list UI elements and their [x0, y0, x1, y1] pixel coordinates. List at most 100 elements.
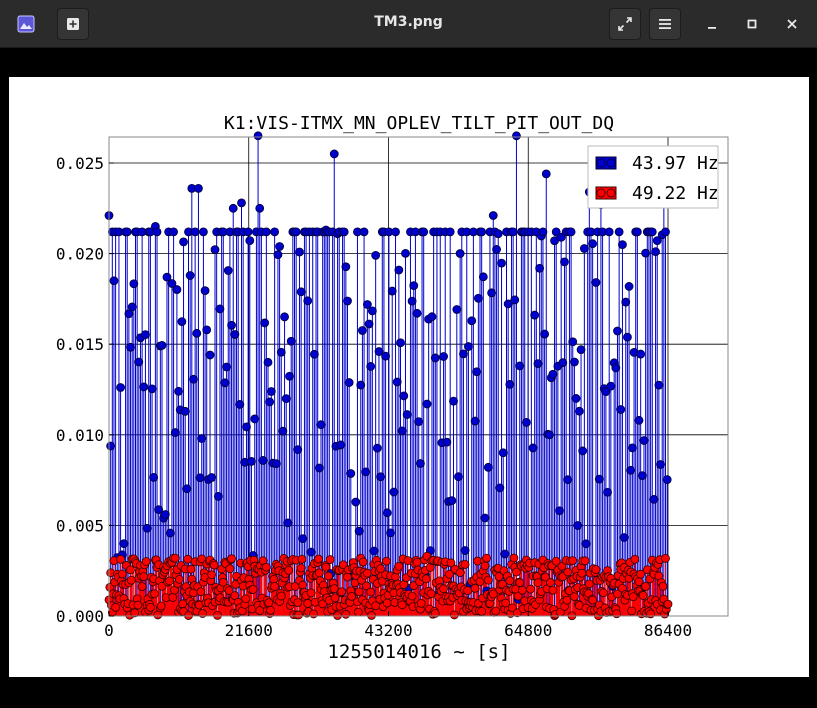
series-43-97-hz-point	[581, 539, 591, 549]
window-titlebar: TM3.png	[0, 0, 817, 48]
series-43-97-hz-point	[651, 247, 660, 257]
series-43-97-hz-point	[483, 462, 493, 472]
series-43-97-hz-point	[255, 203, 265, 213]
series-43-97-hz-point	[228, 203, 238, 213]
new-tab-icon	[67, 18, 79, 30]
series-49-22-markers	[104, 551, 673, 621]
series-43-97-hz-point	[613, 326, 622, 336]
series-49-22-hz-point	[588, 595, 598, 605]
series-43-97-hz-point	[541, 169, 551, 179]
series-43-97-hz-point	[165, 528, 175, 538]
series-49-22-hz-point	[225, 564, 235, 574]
legend-marker	[606, 188, 616, 198]
series-49-22-hz-point	[444, 569, 454, 579]
series-49-22-hz-point	[329, 584, 339, 594]
series-43-97-hz-point	[558, 358, 568, 368]
series-43-97-hz-point	[199, 227, 208, 237]
series-49-22-hz-point	[314, 554, 323, 564]
series-43-97-hz-point	[480, 513, 490, 523]
maximize-button[interactable]	[740, 12, 764, 36]
series-43-97-hz-point	[402, 410, 412, 419]
series-49-22-hz-point	[426, 589, 436, 599]
series-43-97-hz-point	[106, 441, 116, 451]
series-43-97-hz-point	[512, 131, 521, 141]
series-43-97-hz-point	[336, 440, 346, 450]
series-43-97-hz-point	[392, 377, 402, 387]
series-49-22-hz-point	[309, 609, 318, 619]
y-tick-label: 0.025	[56, 154, 104, 173]
series-49-22-hz-point	[297, 554, 307, 564]
series-43-97-hz-point	[521, 418, 531, 427]
series-43-97-hz-point	[293, 445, 303, 455]
series-49-22-hz-point	[261, 562, 271, 572]
series-43-97-hz-point	[354, 526, 364, 536]
series-43-97-hz-point	[637, 471, 647, 480]
series-43-97-hz-point	[419, 227, 429, 237]
series-49-22-hz-point	[137, 582, 147, 592]
series-43-97-hz-point	[195, 473, 205, 483]
series-49-22-hz-point	[248, 584, 258, 594]
series-43-97-hz-point	[152, 227, 162, 237]
series-49-22-hz-point	[512, 567, 521, 577]
series-43-97-hz-point	[276, 347, 286, 357]
series-43-97-hz-point	[351, 497, 361, 507]
series-49-22-hz-point	[284, 565, 294, 575]
fullscreen-button[interactable]	[609, 8, 641, 40]
series-43-97-hz-point	[624, 282, 634, 291]
series-49-22-hz-point	[533, 578, 543, 588]
series-43-97-hz-point	[394, 265, 404, 275]
series-43-97-hz-point	[116, 383, 125, 392]
series-43-97-hz-point	[189, 374, 198, 384]
series-43-97-hz-point	[329, 149, 339, 159]
series-43-97-hz-point	[454, 472, 463, 482]
series-43-97-hz-point	[200, 286, 210, 295]
series-43-97-hz-point	[364, 319, 374, 329]
series-43-97-hz-point	[422, 399, 432, 409]
series-49-22-hz-point	[584, 579, 594, 589]
legend-marker	[606, 158, 616, 168]
series-49-22-hz-point	[294, 610, 304, 620]
series-49-22-hz-point	[551, 556, 561, 566]
series-43-97-hz-point	[488, 211, 498, 220]
series-49-22-hz-point	[330, 593, 340, 603]
series-49-22-hz-point	[628, 592, 638, 602]
series-43-97-hz-point	[285, 371, 294, 381]
x-tick-label: 43200	[364, 621, 412, 640]
series-49-22-hz-point	[663, 599, 673, 609]
series-49-22-hz-point	[264, 598, 274, 608]
series-43-97-hz-point	[265, 397, 275, 407]
new-tab-button[interactable]	[57, 8, 89, 40]
series-43-97-hz-point	[473, 293, 483, 303]
series-43-97-hz-point	[227, 320, 236, 330]
menu-button[interactable]	[649, 8, 681, 40]
minimize-button[interactable]	[700, 12, 724, 36]
legend-marker	[596, 158, 606, 168]
series-43-97-hz-point	[359, 227, 369, 237]
series-43-97-hz-point	[611, 363, 621, 373]
series-49-22-hz-point	[150, 589, 159, 599]
series-43-97-hz-point	[632, 227, 642, 237]
series-43-97-hz-point	[185, 271, 195, 280]
series-43-97-hz-point	[414, 417, 424, 426]
series-49-22-hz-point	[141, 557, 151, 566]
series-43-97-hz-point	[271, 459, 281, 469]
series-43-97-hz-point	[362, 300, 372, 309]
series-49-22-hz-point	[178, 599, 188, 609]
series-49-22-hz-point	[126, 575, 136, 585]
series-49-22-hz-point	[439, 584, 448, 594]
series-43-97-hz-point	[192, 328, 202, 338]
series-43-97-hz-point	[167, 279, 177, 288]
series-43-97-hz-point	[627, 443, 637, 453]
series-49-22-hz-point	[480, 561, 490, 571]
series-43-97-hz-point	[497, 258, 506, 268]
series-43-97-hz-point	[503, 299, 513, 309]
legend-marker	[596, 188, 606, 198]
x-tick-label: 21600	[225, 621, 273, 640]
series-49-22-hz-point	[207, 570, 217, 580]
series-43-97-hz-point	[412, 308, 422, 318]
close-button[interactable]	[780, 12, 804, 36]
series-43-97-hz-point	[535, 263, 545, 273]
series-43-97-hz-point	[369, 546, 379, 556]
series-49-22-hz-point	[421, 574, 431, 584]
series-43-97-hz-point	[652, 236, 662, 246]
